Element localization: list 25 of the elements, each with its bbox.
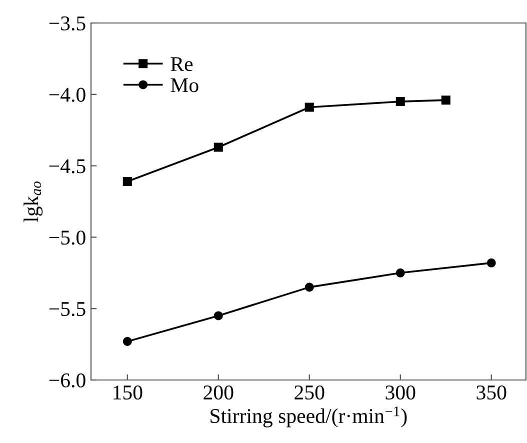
x-tick-label: 200 — [204, 385, 234, 400]
point — [486, 258, 496, 268]
point — [214, 311, 223, 320]
point — [304, 102, 314, 112]
point — [396, 268, 405, 278]
x-tick-label: 250 — [294, 385, 324, 400]
point — [441, 96, 450, 105]
x-tick-label: 300 — [386, 385, 416, 400]
point — [304, 282, 314, 292]
y-tick-label: −4.0 — [49, 88, 86, 102]
y-tick-label: −5.5 — [49, 302, 86, 316]
legend-label: Re — [170, 57, 193, 72]
x-axis-title: Stirring speed/(r·min$^{−1}$) — [210, 406, 407, 428]
y-tick-label: −3.5 — [49, 16, 86, 31]
point — [214, 142, 223, 152]
y-tick-label: −5.0 — [49, 230, 86, 245]
y-tick-label: −6.0 — [49, 373, 86, 388]
point — [396, 97, 405, 106]
y-axis-title: lgk$_{ao}$ — [24, 182, 43, 222]
x-tick-label: 150 — [114, 385, 142, 400]
legend-label: Mo — [170, 78, 198, 92]
y-tick-label: −4.5 — [49, 159, 86, 174]
point — [122, 176, 132, 186]
point — [122, 336, 132, 346]
x-tick-label: 350 — [476, 385, 506, 400]
